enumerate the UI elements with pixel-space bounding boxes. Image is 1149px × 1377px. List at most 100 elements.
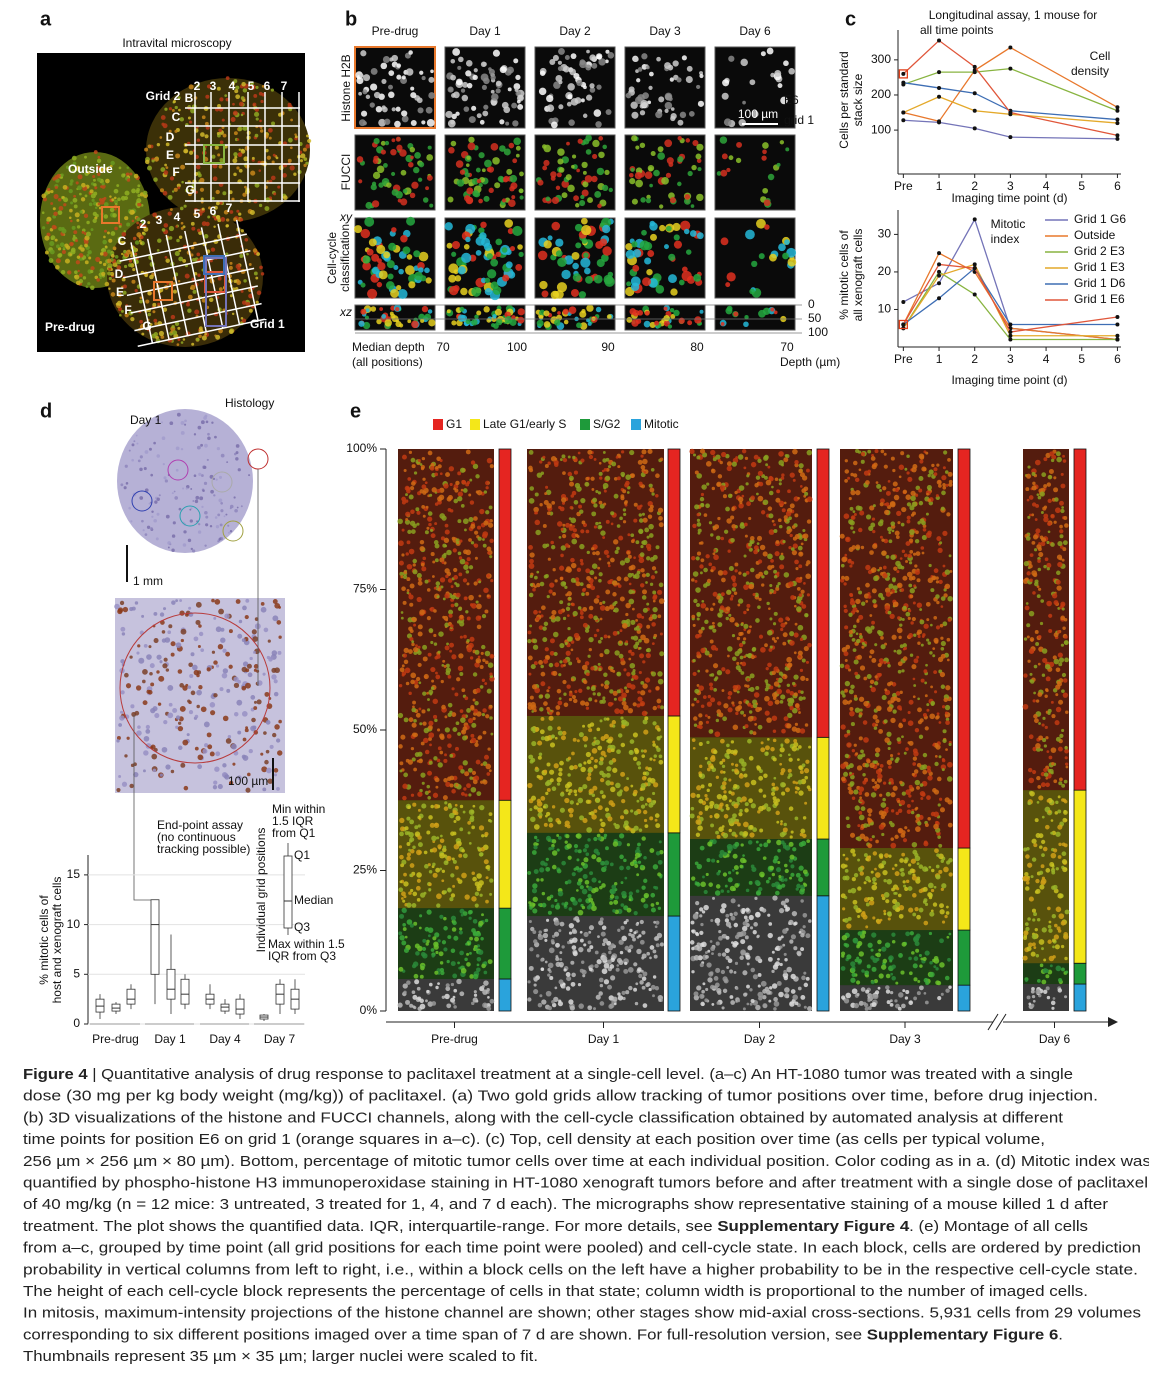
cell [444, 222, 453, 231]
cell [445, 983, 450, 988]
cell [277, 185, 281, 189]
cell [362, 321, 371, 330]
cell [581, 905, 586, 910]
cell [238, 619, 243, 624]
cell [106, 249, 111, 254]
cell [490, 143, 499, 151]
cell [536, 582, 541, 588]
cell [268, 127, 273, 133]
cell [123, 486, 127, 490]
cell [145, 729, 151, 734]
cell [237, 633, 243, 639]
cell [214, 599, 221, 605]
cell [142, 529, 145, 532]
cell [531, 710, 535, 713]
cell [597, 566, 601, 570]
cell [152, 768, 157, 773]
cell [573, 764, 578, 770]
cell [495, 88, 501, 94]
cell [413, 767, 418, 772]
cell [209, 751, 215, 757]
cell [47, 187, 51, 192]
cell [447, 887, 452, 893]
cell [619, 516, 623, 521]
cell [539, 280, 548, 290]
cell [79, 192, 82, 196]
cell [399, 560, 404, 566]
cell [612, 690, 618, 696]
cell [457, 314, 466, 322]
cell [630, 651, 635, 656]
cell [410, 457, 416, 463]
cell [464, 771, 470, 777]
cell [70, 201, 74, 205]
cell [640, 544, 644, 549]
point [901, 71, 906, 76]
cell [657, 671, 663, 677]
cell [490, 258, 499, 267]
cell [195, 601, 202, 608]
cell [446, 549, 452, 556]
cell [658, 598, 665, 604]
cell [643, 729, 649, 735]
cell [587, 940, 592, 945]
cell [241, 81, 246, 87]
cell [624, 686, 628, 690]
cell [414, 943, 420, 949]
median-depth-label: Median depth [352, 340, 425, 354]
cell [420, 467, 425, 471]
cell [96, 278, 101, 282]
cell [619, 815, 625, 820]
cell [673, 240, 683, 249]
cell [224, 94, 228, 98]
cell [171, 324, 175, 329]
cell [480, 73, 489, 82]
cell [197, 644, 201, 648]
cell [455, 78, 463, 86]
grid-row: G [185, 183, 194, 197]
cell [410, 86, 415, 91]
cell [511, 102, 518, 109]
cell [426, 119, 435, 127]
cell [572, 610, 578, 617]
cell [474, 556, 478, 560]
cell [495, 251, 502, 258]
cell [76, 255, 81, 259]
cell [459, 991, 465, 997]
bar-segment [498, 448, 512, 801]
cell [107, 258, 112, 264]
cell [446, 242, 453, 249]
cell [474, 947, 478, 950]
cell [582, 818, 588, 824]
grid-line [130, 285, 258, 314]
cell [678, 279, 685, 286]
cell [629, 928, 633, 933]
cell [636, 613, 642, 619]
cell [665, 225, 672, 232]
cell [673, 309, 680, 317]
cell [266, 180, 269, 183]
cell [465, 570, 470, 574]
cell [238, 168, 243, 173]
cell [465, 236, 471, 243]
cell [474, 314, 479, 320]
cell [238, 212, 242, 216]
cell [647, 100, 652, 105]
cell [646, 194, 651, 200]
cell [427, 795, 432, 800]
cell [434, 502, 439, 506]
cell [218, 128, 222, 133]
cell [630, 533, 635, 538]
panel-label: d [40, 400, 52, 422]
cell [235, 599, 241, 604]
point [901, 118, 906, 123]
cell [173, 490, 176, 493]
scale-label: 100 µm [738, 107, 778, 121]
cell [209, 524, 213, 528]
cell [485, 510, 490, 515]
cell [519, 171, 524, 177]
grid-line [137, 318, 266, 348]
cell [632, 669, 636, 673]
cell [574, 848, 579, 853]
cell [446, 733, 452, 739]
